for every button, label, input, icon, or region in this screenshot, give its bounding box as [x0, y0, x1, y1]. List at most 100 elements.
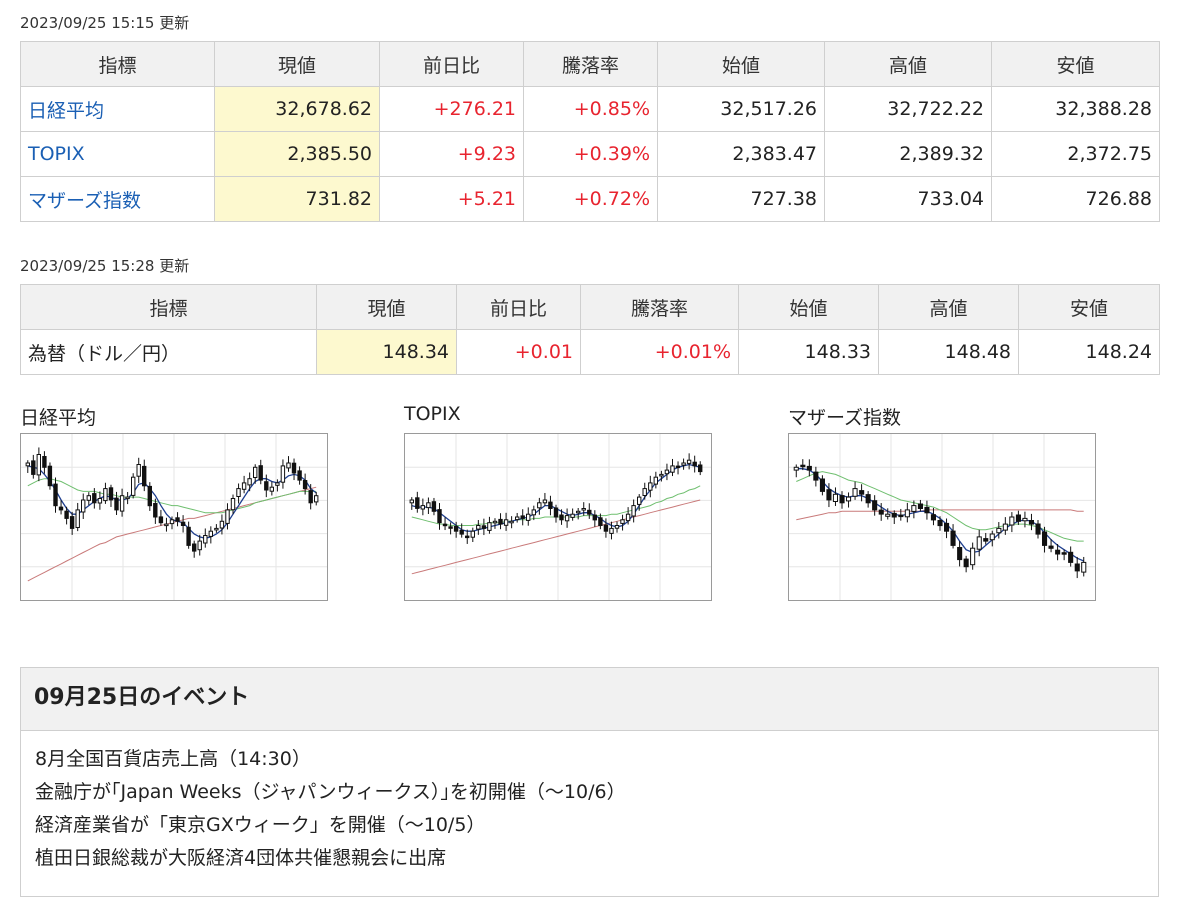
- table-row: 日経平均 32,678.62 +276.21 +0.85% 32,517.26 …: [20, 86, 1160, 132]
- candle-body: [92, 493, 97, 504]
- cell-high: 2,389.32: [824, 131, 992, 177]
- candle-body: [36, 454, 42, 476]
- chart-mothers[interactable]: [788, 433, 1096, 601]
- cell-change: +0.01: [456, 329, 581, 375]
- candle-body: [520, 515, 525, 519]
- fx-updated-time: 2023/09/25 15:28 更新: [20, 257, 190, 275]
- col-header-open: 始値: [657, 41, 825, 87]
- candle-body: [598, 517, 603, 527]
- fx-table: 指標 現値 前日比 騰落率 始値 高値 安値 為替（ドル／円） 148.34 +…: [20, 284, 1160, 375]
- candle-body: [264, 481, 269, 491]
- candle-body: [42, 456, 47, 468]
- candle-body: [963, 558, 969, 568]
- candle-body: [648, 482, 653, 491]
- candle-body: [214, 527, 219, 531]
- cell-current: 2,385.50: [214, 131, 380, 177]
- col-header-current: 現値: [214, 41, 380, 87]
- ma-short-line: [796, 468, 1084, 562]
- candle-body: [1002, 523, 1008, 531]
- candle-body: [1068, 551, 1074, 563]
- cell-rate: +0.01%: [580, 329, 739, 375]
- candle-body: [542, 499, 548, 504]
- link-mothers[interactable]: マザーズ指数: [28, 189, 142, 212]
- table-row: TOPIX 2,385.50 +9.23 +0.39% 2,383.47 2,3…: [20, 131, 1160, 177]
- candle-body: [813, 471, 819, 481]
- candle-body: [437, 509, 442, 524]
- candle-body: [97, 498, 103, 504]
- candle-body: [114, 497, 119, 511]
- candle-body: [1035, 523, 1041, 535]
- candle-body: [859, 490, 865, 495]
- cell-high: 148.48: [878, 329, 1019, 375]
- chart-nikkei-svg: [21, 434, 327, 600]
- table-header-row: 指標 現値 前日比 騰落率 始値 高値 安値: [20, 41, 1160, 87]
- candle-body: [442, 523, 448, 527]
- chart-topix[interactable]: [404, 433, 712, 601]
- candle-body: [47, 465, 53, 487]
- candle-body: [587, 509, 592, 515]
- candle-body: [819, 478, 825, 492]
- candle-body: [1028, 520, 1034, 525]
- candle-body: [898, 514, 904, 518]
- candle-body: [308, 490, 313, 504]
- candle-body: [131, 476, 136, 496]
- cell-rate: +0.85%: [523, 86, 658, 132]
- candle-body: [175, 517, 180, 522]
- chart-topix-svg: [405, 434, 711, 600]
- link-topix[interactable]: TOPIX: [28, 143, 85, 165]
- candle-body: [537, 502, 542, 509]
- candle-body: [409, 499, 414, 504]
- chart-title-nikkei: 日経平均: [20, 407, 97, 429]
- indices-updated-time: 2023/09/25 15:15 更新: [20, 14, 190, 32]
- list-item: 8月全国百貨店売上高（14:30）: [35, 748, 311, 770]
- candle-body: [983, 538, 989, 542]
- candle-body: [670, 465, 675, 473]
- candle-body: [498, 518, 503, 525]
- indices-table: 指標 現値 前日比 騰落率 始値 高値 安値 日経平均 32,678.62 +2…: [20, 41, 1160, 222]
- ma-long-line: [411, 499, 701, 575]
- candle-body: [186, 526, 191, 546]
- chart-nikkei[interactable]: [20, 433, 328, 601]
- candle-body: [142, 465, 147, 487]
- candle-body: [553, 507, 559, 518]
- candle-body: [492, 520, 498, 524]
- table-row: マザーズ指数 731.82 +5.21 +0.72% 727.38 733.04…: [20, 176, 1160, 222]
- candle-body: [69, 516, 75, 529]
- list-item: 経済産業省が「東京GXウィーク」を開催（～10/5）: [35, 814, 486, 836]
- candle-body: [592, 514, 598, 521]
- candle-body: [459, 529, 464, 535]
- candle-body: [904, 509, 910, 518]
- col-header-low: 安値: [991, 41, 1160, 87]
- candle-body: [25, 462, 30, 467]
- candle-body: [453, 526, 459, 532]
- candle-body: [620, 519, 625, 524]
- candle-body: [153, 503, 158, 518]
- candle-body: [681, 462, 686, 466]
- candle-body: [806, 465, 812, 471]
- candle-body: [1074, 563, 1080, 572]
- link-nikkei[interactable]: 日経平均: [28, 99, 105, 122]
- candle-body: [531, 509, 536, 516]
- cell-fx-name: 為替（ドル／円）: [20, 329, 317, 375]
- table-header-row: 指標 現値 前日比 騰落率 始値 高値 安値: [20, 284, 1160, 330]
- cell-change: +276.21: [379, 86, 524, 132]
- candle-body: [180, 521, 186, 526]
- candle-body: [637, 496, 642, 505]
- candle-body: [793, 466, 799, 471]
- candle-body: [609, 527, 614, 534]
- candle-body: [957, 547, 963, 561]
- cell-rate: +0.72%: [523, 176, 658, 222]
- candle-body: [253, 466, 258, 478]
- candle-body: [158, 516, 164, 524]
- col-header-change: 前日比: [379, 41, 524, 87]
- candle-body: [917, 503, 923, 509]
- candle-body: [431, 501, 437, 512]
- candle-body: [86, 495, 91, 501]
- candle-body: [686, 459, 692, 464]
- candle-body: [950, 530, 956, 546]
- candle-body: [230, 498, 236, 511]
- candle-body: [1015, 514, 1021, 522]
- candle-body: [164, 523, 169, 527]
- cell-low: 2,372.75: [991, 131, 1160, 177]
- cell-change: +5.21: [379, 176, 524, 222]
